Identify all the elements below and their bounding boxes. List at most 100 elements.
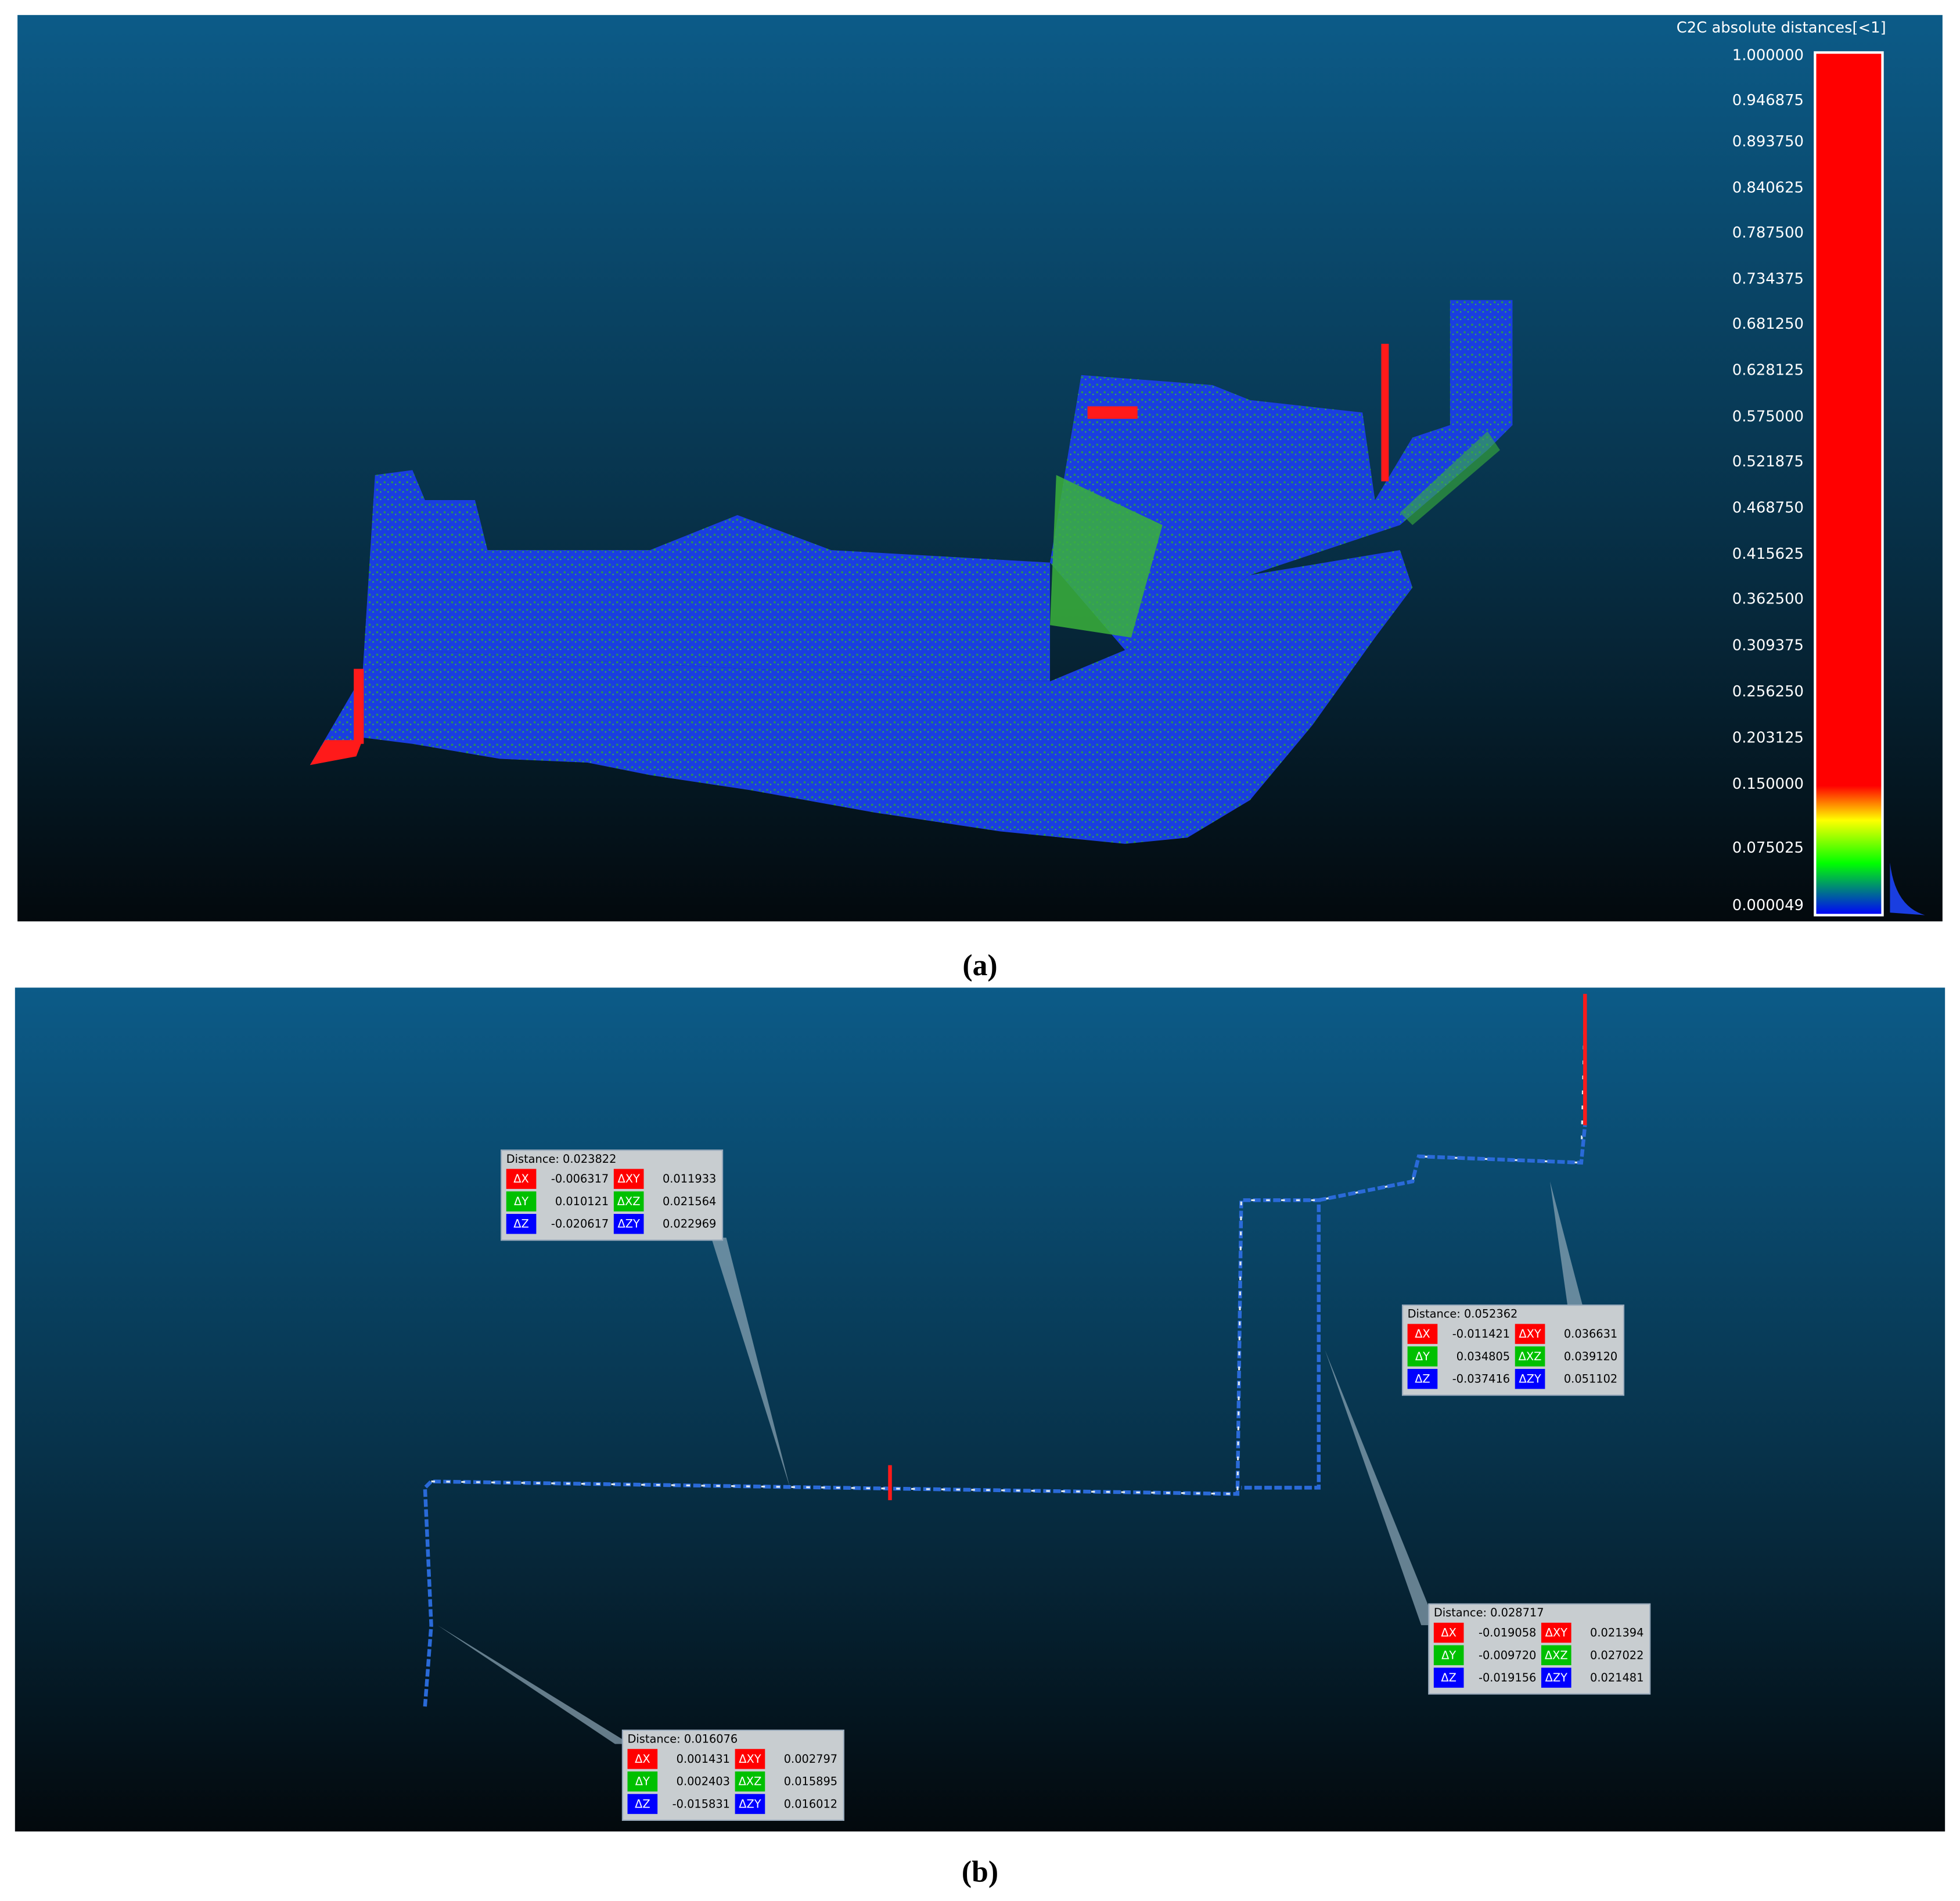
- axis-value: 0.021564: [663, 1195, 716, 1208]
- axis-label: ΔY: [514, 1195, 528, 1208]
- axis-badge: [627, 1771, 658, 1792]
- axis-label: ΔZY: [739, 1797, 761, 1810]
- histogram: [1890, 863, 1925, 915]
- axis-label: ΔXZ: [1519, 1350, 1542, 1363]
- axis-badge: [1407, 1324, 1438, 1344]
- axis-label: ΔX: [1441, 1626, 1456, 1640]
- scale-label: 0.575000: [1732, 408, 1804, 425]
- callout-box: [1428, 1603, 1651, 1695]
- axis-badge: [1541, 1645, 1571, 1666]
- axis-badge: [1515, 1346, 1545, 1367]
- scale-label: 0.150000: [1732, 775, 1804, 793]
- axis-badge: [627, 1794, 658, 1814]
- axis-value: 0.034805: [1456, 1350, 1510, 1363]
- callout-pointer: [437, 1625, 630, 1744]
- callout-pointer: [1550, 1181, 1583, 1306]
- axis-badge: [1407, 1346, 1438, 1367]
- callout-box: [501, 1149, 724, 1241]
- axis-value: 0.022969: [663, 1217, 716, 1231]
- axis-value: -0.019058: [1479, 1626, 1536, 1640]
- scale-label: 0.787500: [1732, 224, 1804, 242]
- axis-value: 0.016012: [784, 1797, 837, 1810]
- axis-value: 0.027022: [1590, 1648, 1643, 1662]
- callout: Distance: 0.023822 ΔX -0.006317 ΔXY 0.011933…: [501, 1149, 790, 1488]
- axis-label: ΔY: [1441, 1648, 1456, 1662]
- callout-title: Distance: 0.023822: [506, 1152, 617, 1166]
- section-profile: [423, 994, 1587, 1707]
- axis-badge: [1433, 1622, 1464, 1643]
- axis-label: ΔXZ: [1545, 1648, 1568, 1662]
- callout-pointer: [711, 1237, 790, 1488]
- axis-label: ΔXY: [1519, 1327, 1541, 1341]
- scale-label: 0.415625: [1732, 545, 1804, 563]
- axis-badge: [506, 1191, 537, 1212]
- callout-pointer: [1325, 1350, 1437, 1626]
- axis-value: 0.002403: [677, 1775, 730, 1788]
- axis-label: ΔZY: [1519, 1372, 1541, 1386]
- axis-label: ΔZY: [1545, 1671, 1568, 1684]
- point-cloud: [310, 300, 1513, 844]
- scale-label: 0.075025: [1732, 839, 1804, 857]
- scale-title: C2C absolute distances[<1]: [1677, 19, 1886, 37]
- axis-label: ΔX: [513, 1172, 529, 1185]
- caption: (b): [962, 1855, 998, 1888]
- axis-value: -0.009720: [1479, 1648, 1536, 1662]
- axis-label: ΔX: [1415, 1327, 1430, 1341]
- axis-label: ΔZ: [635, 1797, 650, 1810]
- scale-label: 0.946875: [1732, 92, 1804, 109]
- axis-label: ΔXZ: [617, 1195, 641, 1208]
- axis-badge: [1515, 1324, 1545, 1344]
- scale-label: 0.468750: [1732, 499, 1804, 517]
- callout-title: Distance: 0.052362: [1408, 1307, 1518, 1321]
- axis-value: 0.015895: [784, 1775, 837, 1788]
- caption: (a): [962, 949, 997, 982]
- axis-label: ΔZY: [617, 1217, 640, 1231]
- axis-value: -0.020617: [551, 1217, 609, 1231]
- axis-value: -0.037416: [1452, 1372, 1510, 1386]
- axis-value: 0.002797: [784, 1752, 837, 1766]
- axis-badge: [1433, 1668, 1464, 1688]
- axis-label: ΔY: [635, 1775, 650, 1788]
- scale-label: 0.362500: [1732, 591, 1804, 608]
- axis-value: -0.006317: [551, 1172, 609, 1185]
- axis-label: ΔY: [1415, 1350, 1430, 1363]
- scale-label: 0.840625: [1732, 179, 1804, 196]
- axis-label: ΔXY: [1545, 1626, 1568, 1640]
- scale-label: 0.256250: [1732, 683, 1804, 700]
- axis-value: 0.039120: [1564, 1350, 1617, 1363]
- axis-value: 0.011933: [663, 1172, 716, 1185]
- axis-value: 0.021481: [1590, 1671, 1643, 1684]
- callout: Distance: 0.028717 ΔX -0.019058 ΔXY 0.021394…: [1325, 1350, 1651, 1695]
- axis-label: ΔZ: [1415, 1372, 1430, 1386]
- callout-title: Distance: 0.016076: [628, 1732, 738, 1745]
- axis-badge: [627, 1749, 658, 1769]
- scale-label: 0.893750: [1732, 133, 1804, 150]
- axis-badge: [613, 1214, 644, 1234]
- axis-badge: [1541, 1622, 1571, 1643]
- axis-label: ΔXZ: [739, 1775, 762, 1788]
- axis-value: 0.001431: [677, 1752, 730, 1766]
- axis-badge: [506, 1169, 537, 1189]
- scale-label: 0.521875: [1732, 453, 1804, 470]
- axis-label: ΔXY: [617, 1172, 640, 1185]
- axis-badge: [506, 1214, 537, 1234]
- axis-badge: [1515, 1368, 1545, 1389]
- callout-box: [1401, 1305, 1625, 1396]
- callout: Distance: 0.016076 ΔX 0.001431 ΔXY 0.002797 Δ…: [437, 1625, 844, 1821]
- scale-label: 0.734375: [1732, 271, 1804, 288]
- axis-badge: [613, 1191, 644, 1212]
- scale-label: 0.628125: [1732, 362, 1804, 379]
- axis-badge: [735, 1771, 765, 1792]
- axis-badge: [1407, 1368, 1438, 1389]
- scale-label: 0.000049: [1732, 897, 1804, 914]
- axis-label: ΔXY: [739, 1752, 761, 1766]
- axis-label: ΔZ: [1441, 1671, 1456, 1684]
- axis-value: 0.051102: [1564, 1372, 1617, 1386]
- scale-label: 0.309375: [1732, 637, 1804, 654]
- scale-label: 1.000000: [1732, 46, 1804, 64]
- axis-value: -0.015831: [672, 1797, 730, 1810]
- color-scale: [1814, 51, 1884, 917]
- callout-box: [621, 1729, 844, 1821]
